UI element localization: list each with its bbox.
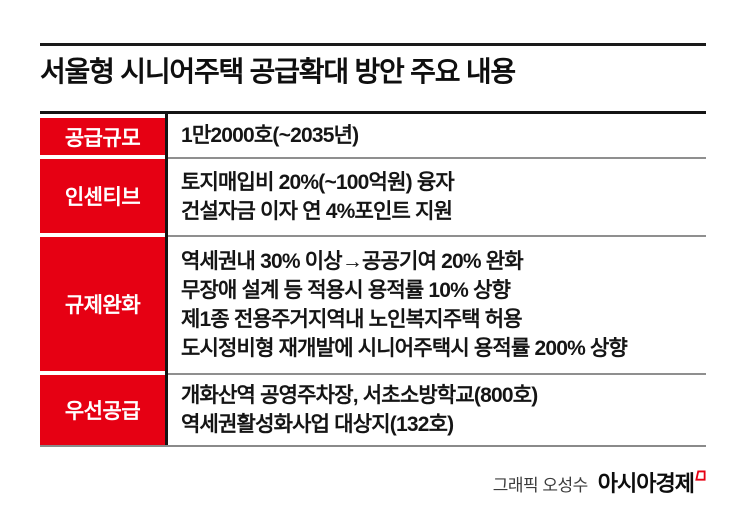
table-row: 공급규모 1만2000호(~2035년): [40, 114, 706, 157]
row-content: 토지매입비 20%(~100억원) 융자 건설자금 이자 연 4%포인트 지원: [168, 157, 706, 235]
row-label-column: 우선공급: [40, 373, 168, 445]
row-content: 1만2000호(~2035년): [168, 114, 706, 157]
content-area: 서울형 시니어주택 공급확대 방안 주요 내용 공급규모 1만2000호(~20…: [40, 43, 706, 447]
row-label: 우선공급: [40, 375, 165, 445]
content-line: 토지매입비 20%(~100억원) 융자: [181, 171, 455, 194]
row-content: 역세권내 30% 이상→공공기여 20% 완화 무장애 설계 등 적용시 용적률…: [168, 235, 706, 373]
row-label: 규제완화: [40, 237, 165, 371]
row-content: 개화산역 공영주차장, 서초소방학교(800호) 역세권활성화사업 대상지(13…: [168, 373, 706, 445]
page-title: 서울형 시니어주택 공급확대 방안 주요 내용: [40, 56, 516, 87]
brand-text: 아시아경제: [597, 471, 695, 496]
content-line: 건설자금 이자 연 4%포인트 지원: [181, 200, 453, 223]
row-label-column: 인센티브: [40, 157, 168, 235]
asiae-quote-mark-icon: [695, 462, 706, 488]
row-label: 공급규모: [40, 118, 165, 155]
graphic-credit: 그래픽 오성수: [492, 476, 589, 495]
summary-table: 공급규모 1만2000호(~2035년) 인센티브 토지매입비 20%(~100…: [40, 111, 706, 447]
row-label: 인센티브: [40, 159, 165, 233]
content-line: 무장애 설계 등 적용시 용적률 10% 상향: [181, 279, 511, 302]
content-line: 제1종 전용주거지역내 노인복지주택 허용: [181, 308, 523, 331]
content-line: 1만2000호(~2035년): [181, 124, 359, 147]
content-line: 역세권내 30% 이상→공공기여 20% 완화: [181, 250, 524, 273]
content-line: 도시정비형 재개발에 시니어주택시 용적률 200% 상향: [181, 337, 628, 360]
title-top-rule: [40, 43, 706, 46]
row-label-column: 규제완화: [40, 235, 168, 373]
content-line: 개화산역 공영주차장, 서초소방학교(800호): [181, 384, 538, 407]
table-row: 우선공급 개화산역 공영주차장, 서초소방학교(800호) 역세권활성화사업 대…: [40, 373, 706, 445]
credit-footer: 그래픽 오성수 아시아경제: [493, 466, 706, 498]
row-label-column: 공급규모: [40, 114, 168, 157]
table-row: 인센티브 토지매입비 20%(~100억원) 융자 건설자금 이자 연 4%포인…: [40, 157, 706, 235]
brand-wordmark: 아시아경제: [598, 466, 706, 498]
content-line: 역세권활성화사업 대상지(132호): [181, 413, 454, 436]
table-row: 규제완화 역세권내 30% 이상→공공기여 20% 완화 무장애 설계 등 적용…: [40, 235, 706, 373]
